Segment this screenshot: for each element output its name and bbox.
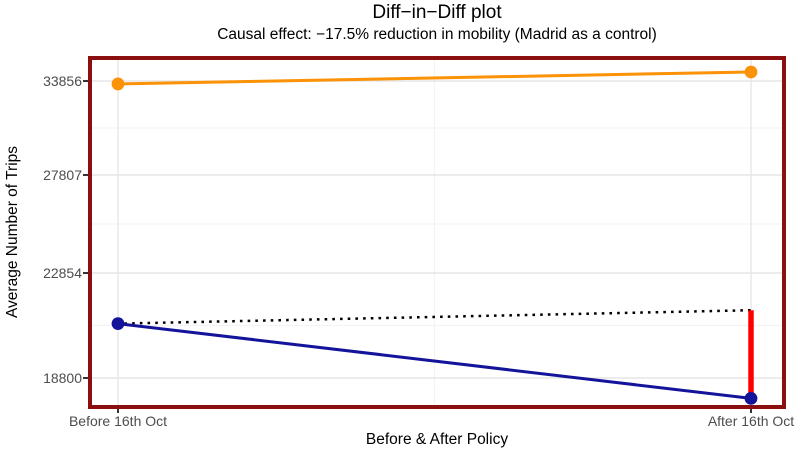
- x-tick-mark: [750, 409, 752, 413]
- x-axis-title: Before & After Policy: [365, 431, 509, 448]
- y-tick-mark: [83, 272, 88, 274]
- plot-title: Diff−in−Diff plot: [372, 2, 502, 23]
- y-tick-mark: [83, 80, 88, 82]
- treated-point-after: [744, 392, 758, 405]
- y-tick-mark: [83, 377, 88, 379]
- y-tick-label: 22854: [43, 265, 82, 281]
- control-line: [117, 70, 752, 86]
- x-tick-label: Before 16th Oct: [68, 413, 168, 429]
- y-tick-label: 18800: [43, 370, 82, 386]
- y-tick-label: 33856: [43, 73, 82, 89]
- treated-point-before: [111, 317, 125, 331]
- plot-subtitle: Causal effect: −17.5% reduction in mobil…: [217, 26, 657, 43]
- plot-panel: [88, 56, 786, 409]
- chart-svg: [92, 60, 782, 405]
- x-tick-label: After 16th Oct: [707, 413, 795, 429]
- x-tick-mark: [117, 409, 119, 413]
- control-point-before: [111, 77, 125, 91]
- treated-line: [117, 322, 752, 400]
- y-tick-mark: [83, 174, 88, 176]
- control-point-after: [744, 65, 758, 79]
- y-tick-label: 27807: [43, 167, 82, 183]
- counterfactual-dotted-line: [116, 308, 753, 325]
